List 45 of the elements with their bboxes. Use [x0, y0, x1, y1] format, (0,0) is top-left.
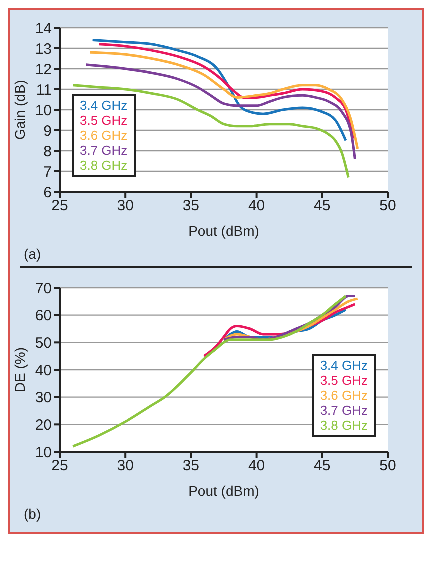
y-tick-label: 30 — [35, 389, 52, 406]
text: (b) — [24, 506, 42, 522]
y-axis-title: Gain (dB) — [12, 80, 28, 140]
y-tick-label: 50 — [35, 334, 52, 352]
x-tick-label: 50 — [380, 457, 396, 474]
line-series — [72, 84, 350, 179]
x-tick-label: 35 — [182, 457, 200, 474]
text: 3.6 GHz — [80, 128, 128, 143]
y-tick-label: 60 — [35, 307, 52, 324]
y-axis-title: DE (%) — [12, 346, 28, 392]
text: 3.5 GHz — [320, 372, 368, 388]
x-tick-label: 35 — [182, 198, 200, 215]
x-tick-label: 45 — [314, 198, 331, 215]
text: 3.8 GHz — [320, 418, 368, 432]
y-tick-label: 7 — [44, 164, 52, 181]
x-tick-label: 25 — [52, 198, 68, 215]
y-tick-label: 11 — [36, 82, 52, 99]
y-tick-label: 9 — [44, 122, 52, 140]
y-tick-label: 12 — [35, 61, 52, 78]
text: 3.7 GHz — [80, 143, 128, 158]
x-tick-label: 40 — [248, 457, 266, 474]
y-tick-label: 10 — [35, 444, 52, 461]
x-tick-label: 50 — [380, 198, 396, 215]
text: 3.6 GHz — [320, 388, 368, 402]
y-tick-label: 13 — [35, 40, 52, 58]
y-tick-label: 40 — [35, 362, 52, 379]
y-tick-label: 6 — [44, 184, 52, 202]
text: 3.5 GHz — [80, 113, 128, 128]
x-axis-title: Pout (dBm) — [188, 482, 260, 498]
text: (a) — [24, 246, 42, 262]
x-axis-title: Pout (dBm) — [188, 223, 260, 239]
x-tick-label: 45 — [314, 457, 331, 474]
text: 3.4 GHz — [320, 358, 368, 372]
text: 3.4 GHz — [80, 98, 128, 113]
y-tick-label: 10 — [35, 102, 52, 120]
y-tick-label: 14 — [35, 20, 52, 38]
y-tick-label: 70 — [35, 280, 52, 297]
y-tick-label: 8 — [44, 143, 52, 160]
x-tick-label: 40 — [248, 198, 266, 215]
text: 3.7 GHz — [320, 402, 368, 418]
y-tick-label: 20 — [35, 416, 52, 434]
x-tick-label: 25 — [52, 457, 68, 474]
x-tick-label: 30 — [117, 198, 134, 215]
text: 3.8 GHz — [80, 158, 128, 173]
x-tick-label: 30 — [117, 457, 134, 474]
